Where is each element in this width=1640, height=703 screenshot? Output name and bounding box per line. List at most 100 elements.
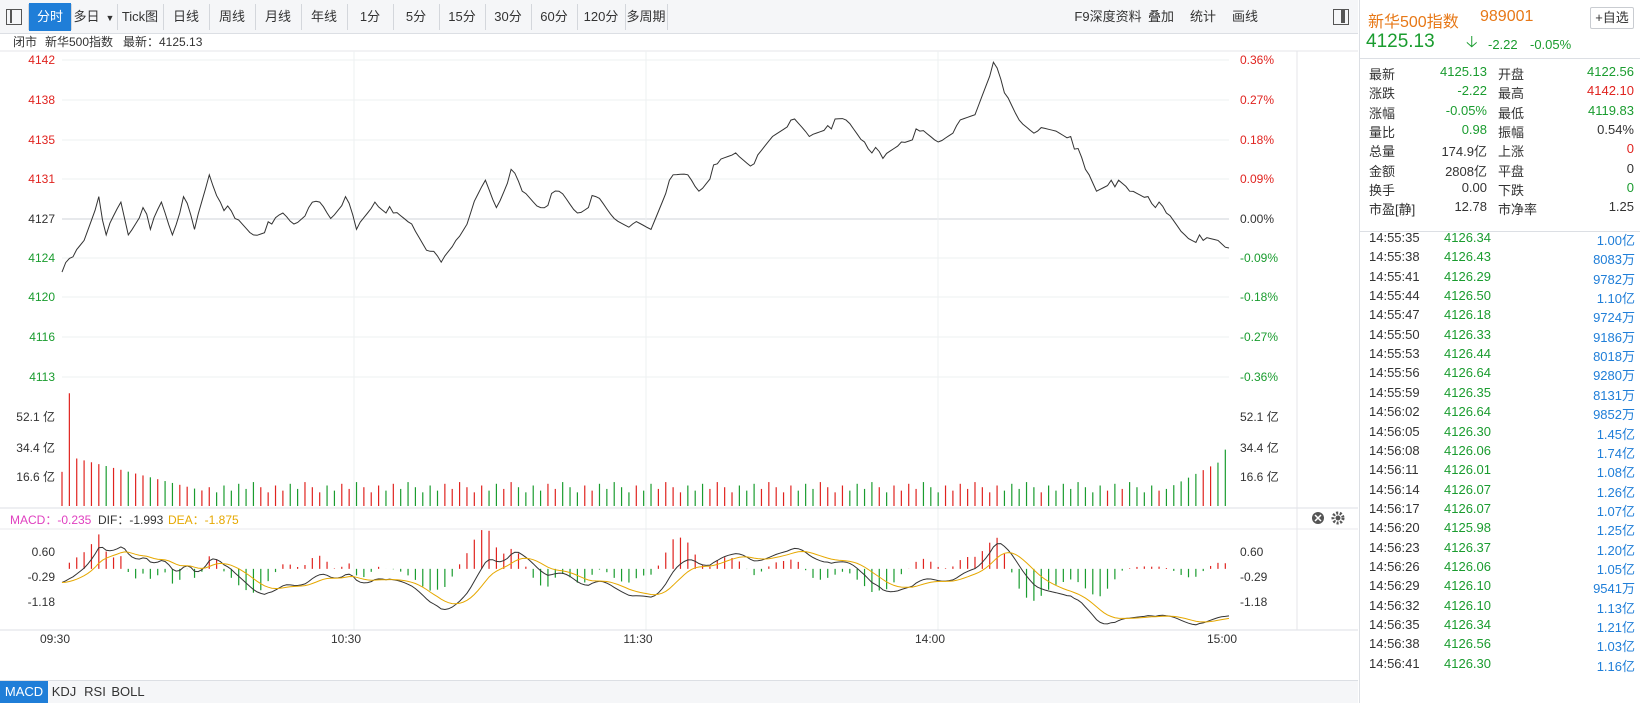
toolbar-right-0[interactable]: F9深度资料: [1074, 9, 1142, 24]
info-latest: 最新：4125.13: [123, 34, 203, 49]
pct-tick-label: 0.00%: [1240, 212, 1274, 226]
tick-volume: 9724万: [1593, 310, 1635, 326]
period-tab-1[interactable]: 多日 ▼: [73, 9, 115, 24]
tick-time: 14:56:02: [1369, 404, 1420, 420]
tick-row: 14:56:11 4126.01 1.08亿: [1360, 462, 1640, 481]
close-indicator-icon[interactable]: [1312, 512, 1324, 524]
index-name: 新华500指数: [1368, 14, 1459, 31]
volume-tick-label-right: 52.1 亿: [1240, 409, 1279, 424]
quote-value: 12.78: [1454, 199, 1487, 215]
tick-time: 14:56:17: [1369, 500, 1420, 516]
tick-volume: 9280万: [1593, 368, 1635, 384]
tick-row: 14:56:23 4126.37 1.20亿: [1360, 540, 1640, 559]
tick-row: 14:55:35 4126.34 1.00亿: [1360, 230, 1640, 249]
tick-price: 4126.30: [1444, 423, 1491, 439]
quote-label: 金额: [1369, 163, 1396, 179]
tick-list: 14:55:35 4126.34 1.00亿 14:55:38 4126.43 8083万…: [1359, 230, 1640, 703]
add-favorite-button[interactable]: +自选: [1590, 7, 1634, 29]
tick-time: 14:56:41: [1369, 655, 1420, 671]
tick-time: 14:55:41: [1369, 268, 1420, 284]
tick-volume: 1.21亿: [1596, 620, 1635, 635]
tick-row: 14:55:56 4126.64 9280万: [1360, 365, 1640, 384]
tick-price: 4126.01: [1444, 462, 1491, 478]
indicator-tab-1[interactable]: KDJ: [51, 684, 77, 699]
tick-price: 4126.06: [1444, 442, 1491, 458]
quote-value: 0.54%: [1597, 121, 1634, 137]
quote-table: 最新 4125.13 开盘 4122.56 涨跌 -2.22 最高 4142.10 涨幅 -0.0…: [1359, 58, 1640, 232]
price-tick-label: 4142: [28, 53, 55, 67]
settings-gear-icon[interactable]: [1331, 511, 1345, 525]
tick-volume: 1.13亿: [1596, 600, 1635, 616]
intraday-chart[interactable]: 闭市 新华500指数 最新：4125.13 4142 4138 4135 4131 41…: [0, 34, 1358, 703]
period-tab-0[interactable]: 分时: [29, 3, 71, 31]
toolbar-right-3[interactable]: 画线: [1231, 9, 1258, 24]
tick-time: 14:55:56: [1369, 365, 1420, 381]
period-tab-12[interactable]: 120分: [583, 9, 619, 24]
tick-volume: 1.08亿: [1596, 465, 1635, 481]
tick-price: 4126.37: [1444, 539, 1491, 555]
macd-tick-label-right: 0.60: [1240, 545, 1264, 559]
tick-volume: 1.03亿: [1596, 639, 1635, 655]
tick-row: 14:56:08 4126.06 1.74亿: [1360, 443, 1640, 462]
quote-label: 振幅: [1498, 124, 1525, 140]
last-price: 4125.13: [1366, 31, 1435, 52]
period-tab-5[interactable]: 月线: [264, 9, 291, 24]
macd-tick-label: -0.29: [28, 570, 56, 584]
panel-toggle-icon[interactable]: [6, 9, 22, 25]
price-tick-label: 4113: [29, 370, 55, 384]
volume-tick-label-right: 16.6 亿: [1240, 469, 1279, 484]
tick-row: 14:56:02 4126.64 9852万: [1360, 404, 1640, 423]
tick-time: 14:55:47: [1369, 307, 1420, 323]
indicator-tab-3[interactable]: BOLL: [111, 684, 145, 699]
tick-row: 14:56:14 4126.07 1.26亿: [1360, 482, 1640, 501]
tick-volume: 9782万: [1593, 271, 1635, 287]
price-tick-label: 4124: [28, 251, 55, 265]
period-tab-4[interactable]: 周线: [218, 9, 245, 24]
indicator-tab-2[interactable]: RSI: [84, 684, 106, 699]
tick-time: 14:55:35: [1369, 230, 1420, 245]
period-tab-9[interactable]: 15分: [448, 9, 476, 24]
chart-svg[interactable]: 闭市 新华500指数 最新：4125.13 4142 4138 4135 4131 41…: [0, 34, 1358, 680]
indicator-tab-0[interactable]: MACD: [0, 681, 48, 703]
volume-tick-label: 16.6 亿: [16, 469, 55, 484]
quote-label: 市净率: [1498, 202, 1538, 218]
toolbar-right-2[interactable]: 统计: [1189, 9, 1216, 24]
period-tab-8[interactable]: 5分: [405, 9, 427, 24]
tick-price: 4126.34: [1444, 617, 1491, 632]
pct-tick-label: -0.36%: [1240, 370, 1278, 384]
period-tab-3[interactable]: 日线: [172, 9, 199, 24]
period-tab-6[interactable]: 年线: [310, 9, 337, 24]
quote-label: 下跌: [1498, 182, 1525, 198]
quote-value: 4122.56: [1587, 64, 1634, 79]
tick-row: 14:56:32 4126.10 1.13亿: [1360, 598, 1640, 617]
tick-volume: 1.10亿: [1596, 291, 1635, 307]
tick-row: 14:55:38 4126.43 8083万: [1360, 249, 1640, 268]
info-index-name: 新华500指数: [45, 34, 113, 49]
price-line: [61, 60, 1230, 273]
tick-price: 4126.18: [1444, 307, 1491, 323]
tick-price: 4126.10: [1444, 597, 1491, 613]
tick-price: 4126.07: [1444, 481, 1491, 497]
quote-label: 总量: [1369, 144, 1396, 160]
price-change-pct: -0.05%: [1530, 37, 1572, 52]
dropdown-arrow-icon: ▼: [105, 13, 115, 23]
tick-row: 14:56:29 4126.10 9541万: [1360, 578, 1640, 597]
period-tab-10[interactable]: 30分: [494, 9, 522, 24]
tick-row: 14:55:53 4126.44 8018万: [1360, 346, 1640, 365]
tick-row: 14:56:26 4126.06 1.05亿: [1360, 559, 1640, 578]
quote-label: 上涨: [1498, 144, 1525, 160]
quote-label: 涨跌: [1369, 86, 1396, 102]
quote-header: 新华500指数 989001 +自选 4125.13 🡣 -2.22 -0.05…: [1359, 0, 1640, 58]
toolbar-right-1[interactable]: 叠加: [1147, 9, 1174, 24]
period-tab-2[interactable]: Tick图: [121, 9, 159, 24]
period-tab-7[interactable]: 1分: [359, 9, 381, 24]
sidebar-toggle-icon[interactable]: [1333, 9, 1349, 25]
period-toolbar: 分时 多日 ▼ Tick图 日线 周线 月线 年线 1分 5分 15分 30分 60分 120分 多周期 F…: [0, 0, 1358, 34]
time-tick-label: 11:30: [623, 632, 652, 646]
period-tab-11[interactable]: 60分: [540, 9, 568, 24]
period-tab-13[interactable]: 多周期: [626, 9, 666, 24]
quote-label: 涨幅: [1369, 105, 1396, 121]
tick-price: 4126.30: [1444, 655, 1491, 671]
tick-price: 4126.50: [1444, 288, 1491, 304]
quote-label: 市盈[静]: [1369, 202, 1416, 218]
